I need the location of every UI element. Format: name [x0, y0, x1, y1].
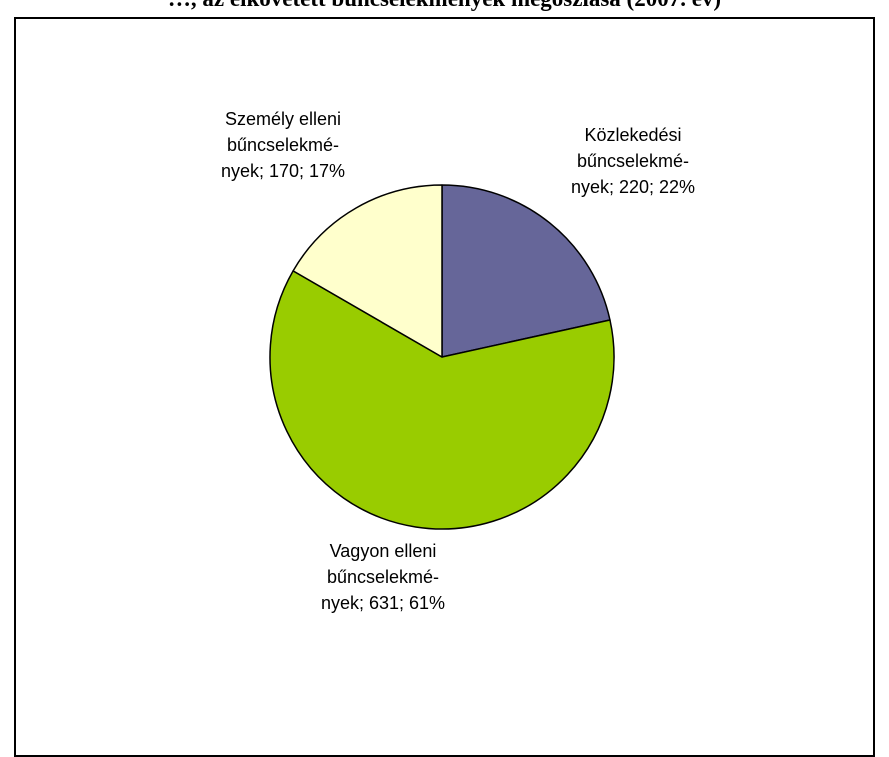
- pie-chart: Közlekedési bűncselekmé-nyek; 220; 22% Vag…: [221, 109, 695, 613]
- pie-slice-3: [292, 184, 443, 358]
- slice-label-line: nyek; 220; 22%: [571, 177, 695, 197]
- slice-label-line: Közlekedési: [584, 125, 681, 145]
- pie-slice-2: [269, 270, 615, 530]
- pie-slice-1: [441, 184, 611, 358]
- slice-label-1: Közlekedési bűncselekmé-nyek; 220; 22%: [571, 125, 695, 197]
- slice-label-line: bűncselekmé-: [327, 567, 439, 587]
- pie-slices: [269, 184, 615, 530]
- slice-label-line: Személy elleni: [225, 109, 341, 129]
- slice-label-2: Vagyon elleni bűncselekmé-nyek; 631; 61%: [321, 541, 445, 613]
- slice-label-line: Vagyon elleni: [330, 541, 437, 561]
- slice-label-3: Személy elleni bűncselekmé-nyek; 170; 17%: [221, 109, 345, 181]
- slice-label-line: nyek; 631; 61%: [321, 593, 445, 613]
- chart-caption: …, az elkövetett bűncselekmények megoszl…: [0, 0, 889, 12]
- pie-labels: Közlekedési bűncselekmé-nyek; 220; 22% Vag…: [221, 109, 695, 613]
- slice-label-line: nyek; 170; 17%: [221, 161, 345, 181]
- slice-label-line: bűncselekmé-: [227, 135, 339, 155]
- slice-label-line: bűncselekmé-: [577, 151, 689, 171]
